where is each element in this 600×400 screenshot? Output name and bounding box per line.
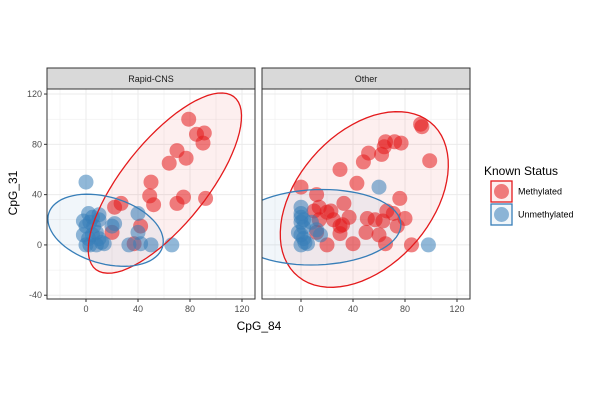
point-unmethylated [130, 206, 146, 221]
point-methylated [309, 187, 325, 203]
point-unmethylated [143, 237, 159, 253]
point-methylated [389, 218, 405, 234]
point-methylated [422, 153, 438, 169]
x-tick-label: 0 [298, 304, 303, 314]
x-tick-label: 40 [133, 304, 143, 314]
legend-title: Known Status [484, 164, 558, 178]
panel-content [47, 92, 243, 274]
x-tick-label: 80 [400, 304, 410, 314]
y-tick-label: 0 [37, 240, 42, 250]
point-unmethylated [420, 237, 436, 253]
point-unmethylated [313, 227, 328, 243]
point-methylated [161, 155, 177, 171]
x-tick-label: 80 [185, 304, 195, 314]
point-methylated [393, 135, 409, 151]
point-unmethylated [121, 237, 137, 253]
legend-item-unmethylated: Unmethylated [490, 203, 574, 226]
point-unmethylated [300, 236, 315, 252]
x-axis-title: CpG_84 [237, 319, 282, 333]
facet-strip-label: Rapid-CNS [128, 74, 174, 84]
point-methylated [414, 119, 430, 135]
x-tick-label: 120 [234, 304, 249, 314]
point-methylated [358, 224, 374, 240]
point-unmethylated [130, 224, 146, 240]
point-methylated [181, 111, 197, 127]
facet-strip-label: Other [355, 74, 378, 84]
point-methylated [332, 226, 348, 242]
legend-item-methylated: Methylated [490, 180, 562, 203]
legend-key-point-unmethylated [494, 207, 509, 222]
point-methylated [374, 146, 390, 162]
ellipse-outline-unmethylated [262, 188, 402, 266]
point-methylated [349, 175, 365, 191]
y-tick-label: 120 [27, 89, 42, 99]
point-unmethylated [164, 237, 180, 253]
point-methylated [332, 162, 348, 177]
point-methylated [195, 135, 211, 151]
point-methylated [392, 190, 408, 206]
facet-strip [46, 67, 256, 90]
ellipse-outline-methylated [279, 111, 449, 288]
point-methylated [378, 236, 393, 252]
point-unmethylated [96, 236, 112, 252]
panel-other: Other 0 40 80 120 [261, 67, 471, 314]
point-unmethylated [371, 179, 387, 195]
point-methylated [146, 197, 162, 213]
legend-key-point-methylated [494, 184, 509, 199]
point-methylated [345, 236, 361, 252]
point-methylated [355, 154, 371, 170]
y-tick-label: 80 [32, 139, 42, 149]
x-tick-label: 0 [83, 304, 88, 314]
panels: Rapid-CNS 0 40 80 120 -40 0 40 80 120 Other 0 40 80 12… [27, 67, 471, 314]
panel-rapid-cns: Rapid-CNS 0 40 80 120 -40 0 40 80 120 [27, 67, 256, 314]
legend-items: Methylated Unmethylated [490, 180, 574, 226]
y-axis-title: CpG_31 [6, 170, 20, 215]
ellipse-outline-methylated [87, 92, 243, 274]
facet-strip [261, 67, 471, 90]
legend-label-methylated: Methylated [518, 187, 562, 197]
point-unmethylated [104, 218, 120, 234]
y-tick-label: -40 [29, 290, 42, 300]
ellipse-outline-unmethylated [47, 193, 164, 267]
y-tick-label: 40 [32, 190, 42, 200]
x-tick-label: 40 [348, 304, 358, 314]
legend: Known Status Methylated Unmethylated [484, 164, 574, 226]
point-methylated [385, 206, 401, 221]
panel-content [262, 111, 449, 288]
legend-label-unmethylated: Unmethylated [518, 210, 574, 220]
point-methylated [336, 195, 352, 211]
point-methylated [176, 189, 191, 205]
point-methylated [404, 237, 419, 253]
point-methylated [107, 199, 123, 215]
x-tick-label: 120 [449, 304, 464, 314]
point-methylated [341, 209, 357, 225]
point-methylated [143, 174, 159, 190]
point-methylated [178, 150, 194, 166]
point-unmethylated [78, 174, 94, 190]
